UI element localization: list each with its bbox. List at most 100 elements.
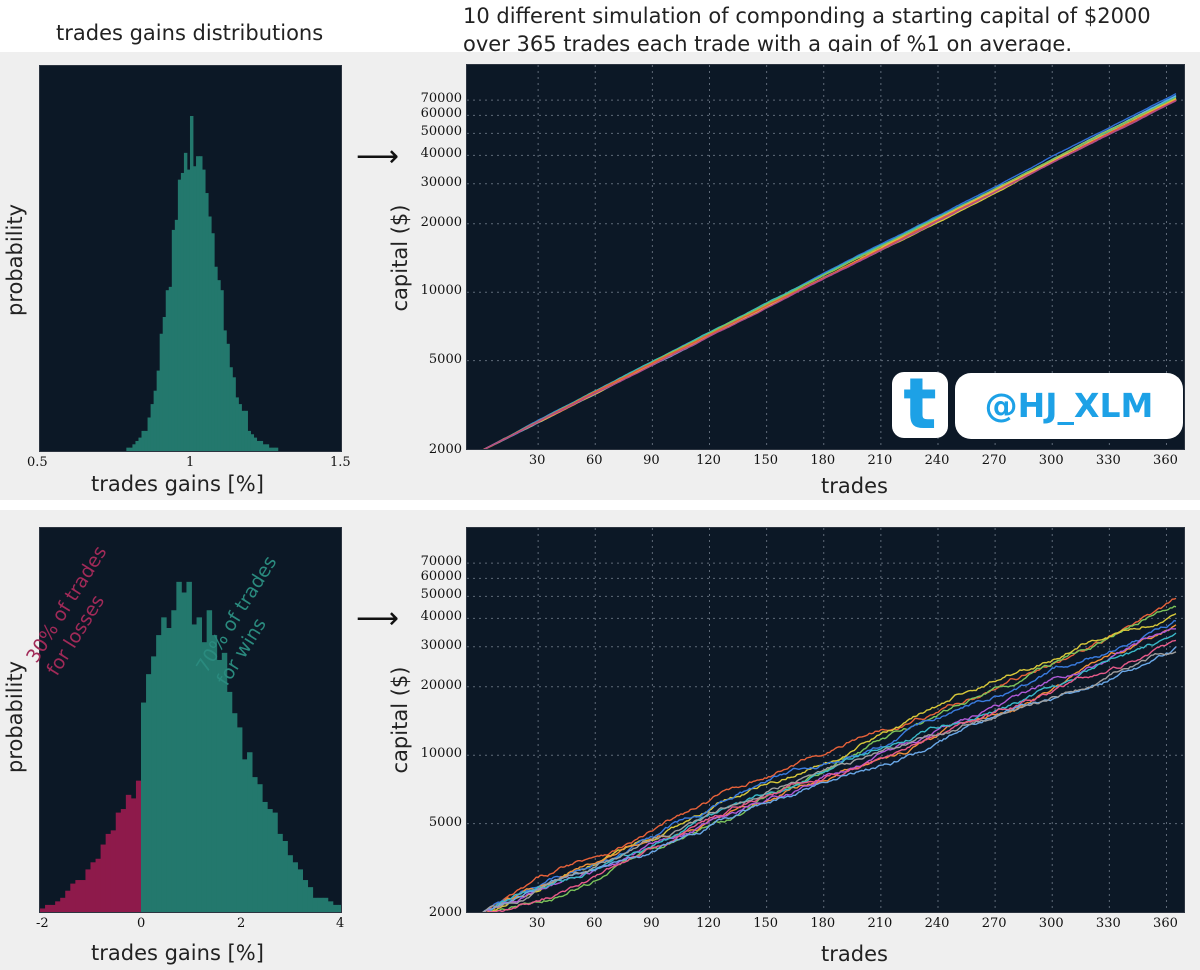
histogram-bar [232, 377, 236, 451]
capital-svg-top [467, 65, 1184, 449]
histogram-bar [168, 286, 173, 451]
histogram-bar [277, 833, 283, 912]
histogram-bar [75, 880, 81, 912]
histogram-bar [50, 904, 56, 912]
hist-top-ylabel: probability [3, 203, 27, 316]
histogram-svg-bottom [40, 581, 341, 912]
histogram-bar [60, 897, 66, 912]
simulation-series-line [482, 619, 1177, 912]
histogram-bar [45, 904, 51, 912]
histogram-bar [186, 581, 192, 912]
histogram-bar [274, 447, 279, 451]
histogram-bar [135, 780, 142, 912]
capital-ytick-label: 30000 [420, 637, 462, 653]
histogram-bar [220, 290, 224, 451]
capital-xtick-label: 150 [753, 453, 779, 468]
histogram-bar [229, 367, 233, 451]
histogram-bar [55, 901, 61, 912]
capital-xtick-label: 210 [867, 916, 893, 931]
capital-xtick-label: 270 [981, 453, 1007, 468]
histogram-bar [115, 812, 122, 912]
histogram-bar [100, 844, 107, 912]
histogram-bar [259, 440, 264, 451]
capital-top-ylabel: capital ($) [388, 204, 412, 312]
arrow-icon-bottom: ⟶ [356, 601, 400, 636]
histogram-bar [216, 659, 223, 912]
hist-top-xtick-2: 1.5 [330, 455, 351, 470]
histogram-bar [40, 908, 46, 912]
histogram-bar [174, 219, 179, 451]
capital-xtick-label: 300 [1038, 453, 1064, 468]
histogram-bar [186, 169, 191, 451]
capital-xtick-label: 60 [585, 453, 603, 468]
histogram-bar [312, 897, 319, 912]
histogram-bar [235, 397, 239, 451]
capital-plot-bottom [466, 527, 1185, 913]
histogram-svg-top [126, 116, 279, 451]
histogram-bar [141, 702, 147, 912]
capital-xtick-label: 270 [981, 916, 1007, 931]
histogram-bar [147, 417, 151, 451]
histogram-bar [287, 855, 293, 912]
histogram-bar [129, 447, 133, 451]
histogram-bar [282, 841, 288, 912]
histogram-bar [196, 156, 200, 451]
histogram-bar [221, 652, 228, 912]
histogram-bar [253, 437, 258, 451]
capital-ytick-label: 50000 [420, 124, 462, 140]
histogram-bar [267, 809, 273, 912]
hist-top-xtick-1: 1 [186, 455, 195, 470]
simulation-series-line [482, 597, 1177, 912]
histogram-bar [322, 897, 329, 912]
capital-xtick-label: 240 [924, 916, 950, 931]
histogram-bar [193, 166, 197, 451]
histogram-bar [256, 440, 261, 451]
histogram-bar [65, 890, 71, 912]
capital-xtick-label: 30 [528, 453, 546, 468]
histogram-bar [202, 169, 206, 451]
capital-xtick-label: 330 [1095, 916, 1121, 931]
histogram-bar [241, 410, 245, 451]
simulation-header: 10 different simulation of componding a … [463, 2, 1151, 58]
histogram-bar [199, 156, 203, 451]
histogram-bar [130, 798, 137, 912]
histogram-bar [272, 812, 278, 912]
simulation-series-line [482, 639, 1177, 912]
histogram-bar [165, 290, 170, 451]
capital-ytick-label: 70000 [420, 91, 462, 107]
capital-xtick-label: 210 [867, 453, 893, 468]
hist-bottom-xtick-2: 2 [237, 916, 246, 931]
histogram-bar [262, 444, 267, 451]
histogram-bar [162, 317, 167, 451]
capital-xtick-label: 180 [810, 916, 836, 931]
capital-ytick-label: 10000 [420, 283, 462, 299]
histogram-bar [332, 904, 339, 912]
capital-xtick-label: 120 [696, 453, 721, 468]
capital-xtick-label: 120 [696, 916, 721, 931]
capital-xtick-label: 300 [1038, 916, 1064, 931]
histogram-bar [171, 610, 177, 912]
histogram-bar [151, 656, 157, 912]
capital-xtick-label: 240 [924, 453, 950, 468]
histogram-bar [271, 447, 276, 451]
capital-bottom-xlabel: trades [821, 942, 888, 966]
capital-ytick-label: 20000 [420, 677, 462, 693]
histogram-bar [247, 752, 253, 912]
histogram-bar [180, 172, 185, 451]
histogram-bar [262, 801, 268, 912]
capital-ytick-label: 40000 [420, 609, 462, 625]
histogram-bar [302, 880, 309, 912]
histogram-bar [211, 635, 218, 912]
histogram-bar [223, 330, 227, 451]
simulation-series-line [482, 651, 1177, 912]
histogram-bar [161, 617, 167, 912]
simulation-series-line [483, 100, 1177, 449]
capital-ytick-label: 60000 [420, 569, 462, 585]
histogram-bar [236, 727, 243, 912]
histogram-bar [144, 430, 148, 451]
capital-xtick-label: 60 [585, 916, 603, 931]
capital-ytick-label: 20000 [420, 214, 462, 230]
histogram-bar [206, 610, 213, 912]
capital-ytick-label: 70000 [420, 554, 462, 570]
capital-xtick-label: 360 [1153, 453, 1178, 468]
